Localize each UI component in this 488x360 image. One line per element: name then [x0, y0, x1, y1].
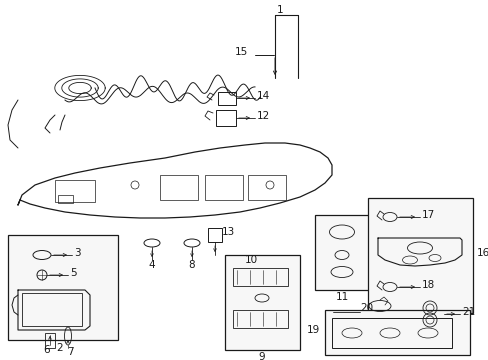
Text: 6: 6	[43, 345, 50, 355]
Bar	[55, 180, 95, 202]
Text: 14: 14	[257, 91, 270, 101]
Text: 7: 7	[66, 347, 73, 357]
Bar	[207, 228, 222, 242]
Bar	[367, 198, 472, 313]
Text: 1: 1	[276, 5, 283, 15]
Text: 4: 4	[148, 260, 155, 270]
Text: 20: 20	[359, 303, 372, 313]
Bar	[160, 175, 198, 200]
Bar	[58, 195, 73, 203]
Bar	[45, 333, 55, 348]
Text: 2: 2	[57, 343, 63, 353]
Text: 18: 18	[421, 280, 434, 290]
Text: 3: 3	[74, 248, 81, 258]
Bar	[224, 255, 299, 350]
Bar	[22, 293, 82, 326]
Bar	[314, 215, 369, 290]
Text: 17: 17	[421, 210, 434, 220]
Bar	[218, 92, 236, 105]
Text: 13: 13	[222, 227, 235, 237]
Text: 16: 16	[476, 248, 488, 258]
Text: 11: 11	[335, 292, 348, 302]
Text: 8: 8	[188, 260, 195, 270]
Text: 9: 9	[258, 352, 265, 360]
Text: 19: 19	[306, 325, 319, 335]
Bar	[232, 268, 287, 286]
Text: 5: 5	[70, 268, 77, 278]
Bar	[8, 235, 118, 340]
Text: 21: 21	[461, 307, 474, 317]
Text: 12: 12	[257, 111, 270, 121]
Bar	[204, 175, 243, 200]
Bar	[331, 318, 451, 348]
Text: 10: 10	[244, 255, 258, 265]
Bar	[247, 175, 285, 200]
Bar	[325, 310, 469, 355]
Text: 15: 15	[234, 47, 247, 57]
Bar	[216, 110, 236, 126]
Bar	[232, 310, 287, 328]
